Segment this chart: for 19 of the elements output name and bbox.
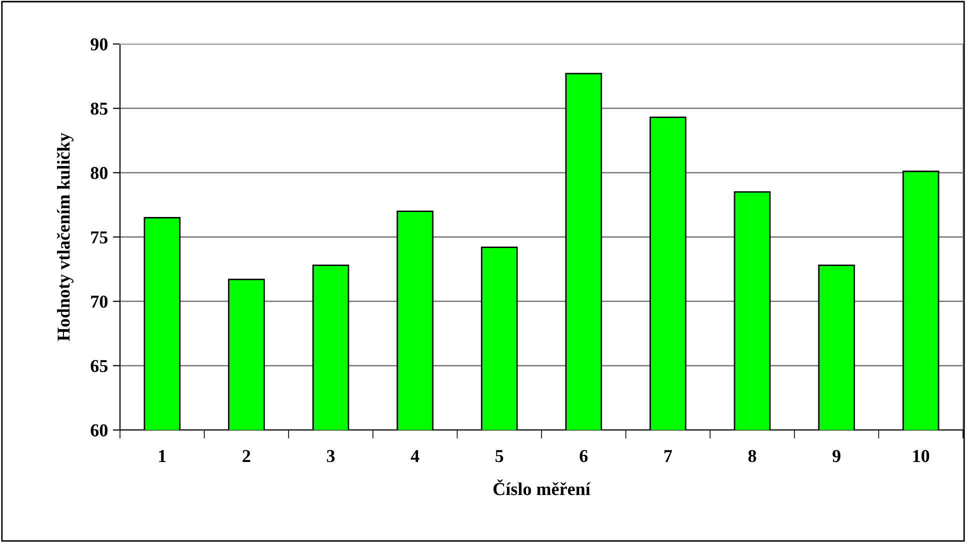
x-tick-label: 1 bbox=[159, 450, 166, 462]
x-tick-label: 2 bbox=[242, 450, 250, 462]
y-axis-title: Hodnoty vtlačením kuličky bbox=[56, 132, 74, 342]
y-tick-label: 85 bbox=[90, 102, 108, 115]
x-axis-title: Číslo měření bbox=[493, 479, 591, 496]
x-tick-label: 8 bbox=[748, 450, 756, 462]
x-tick-label: 9 bbox=[832, 450, 840, 462]
y-tick-label: 90 bbox=[90, 38, 108, 50]
y-tick-label: 75 bbox=[91, 231, 108, 244]
x-tick-label: 4 bbox=[410, 450, 420, 462]
x-tick-label: 10 bbox=[913, 450, 930, 462]
x-tick-label: 6 bbox=[580, 450, 588, 462]
y-tick-label: 80 bbox=[90, 166, 108, 180]
x-tick-label: 3 bbox=[326, 450, 335, 462]
x-tick-label: 5 bbox=[496, 450, 504, 462]
x-tick-label: 7 bbox=[664, 450, 672, 462]
y-tick-label: 70 bbox=[91, 296, 108, 308]
y-tick-label: 60 bbox=[90, 424, 108, 436]
y-tick-label: 65 bbox=[90, 360, 108, 372]
